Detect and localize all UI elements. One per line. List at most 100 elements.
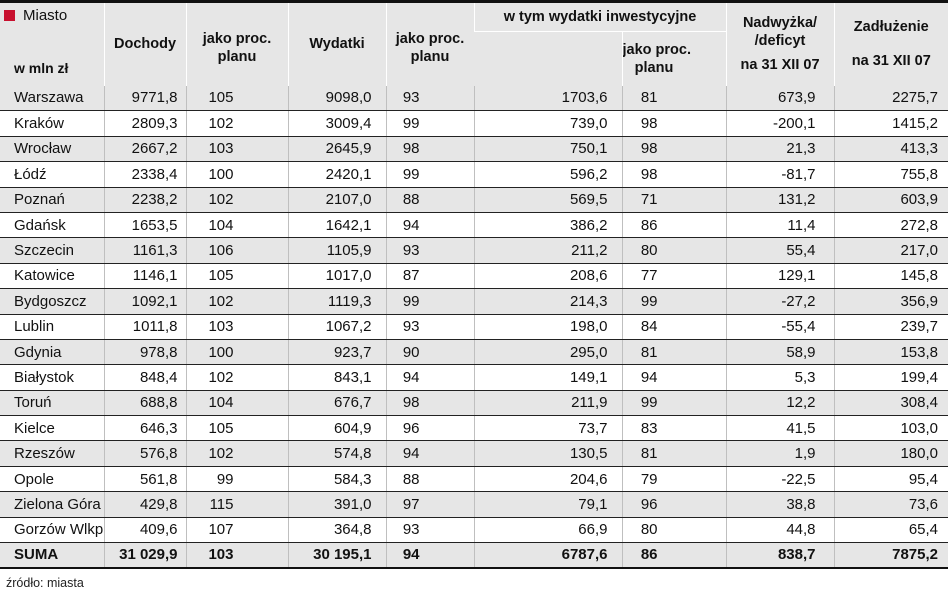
value-cell: 105 (185, 415, 288, 442)
city-cell: Poznań (0, 187, 104, 213)
value-cell: 55,4 (725, 237, 835, 264)
value-cell: 208,6 (473, 263, 622, 290)
value-cell: 673,9 (725, 85, 835, 112)
value-cell: 102 (185, 440, 288, 467)
value-cell: 98 (385, 136, 474, 163)
header-unit-label: w mln zł (14, 59, 69, 76)
value-cell: 149,1 (473, 364, 622, 391)
table-row: Białystok 848,4 102 843,1 94 149,1 94 5,3 199,4 (0, 364, 948, 391)
header-city-label: Miasto (23, 7, 68, 24)
value-cell: 103,0 (833, 415, 948, 442)
value-cell: 115 (185, 491, 288, 518)
value-cell: 80 (621, 517, 727, 544)
value-cell: 239,7 (833, 314, 948, 340)
value-cell: 356,9 (833, 288, 948, 315)
value-cell: 79 (621, 466, 727, 493)
city-cell: Toruń (0, 390, 104, 417)
value-cell: 81 (621, 85, 727, 112)
value-cell: -27,2 (725, 288, 835, 315)
value-cell: 5,3 (725, 364, 835, 391)
value-cell: 130,5 (473, 440, 622, 467)
value-cell: 9098,0 (287, 85, 386, 112)
value-cell: 104 (185, 390, 288, 417)
value-cell: 88 (385, 466, 474, 493)
value-cell: 9771,8 (103, 85, 186, 112)
table-row: Szczecin 1161,3 106 1105,9 93 211,2 80 55,4 217,… (0, 237, 948, 264)
table-row: Gdynia 978,8 100 923,7 90 295,0 81 58,9 153,8 (0, 339, 948, 366)
table-row: Lublin 1011,8 103 1067,2 93 198,0 84 -55,4 239,7 (0, 314, 948, 340)
table-row: Gdańsk 1653,5 104 1642,1 94 386,2 86 11,4 272,8 (0, 212, 948, 239)
value-cell: 95,4 (833, 466, 948, 493)
value-cell: 211,2 (473, 237, 622, 264)
value-cell: 71 (621, 187, 727, 213)
value-cell: 100 (185, 161, 288, 188)
value-cell: 391,0 (287, 491, 386, 518)
value-cell: 1092,1 (103, 288, 186, 315)
table-row: Bydgoszcz 1092,1 102 1119,3 99 214,3 99 -27,2 35… (0, 288, 948, 315)
value-cell: 98 (621, 136, 727, 163)
table-row: Kielce 646,3 105 604,9 96 73,7 83 41,5 103,0 (0, 415, 948, 442)
value-cell: 99 (621, 390, 727, 417)
value-cell: 98 (621, 110, 727, 137)
value-cell: 596,2 (473, 161, 622, 188)
value-cell: 199,4 (833, 364, 948, 391)
value-cell: 198,0 (473, 314, 622, 340)
value-cell: 66,9 (473, 517, 622, 544)
header-invest-group: w tym wydatki inwestycyjne (473, 0, 727, 32)
value-cell: 561,8 (103, 466, 186, 493)
value-cell: 211,9 (473, 390, 622, 417)
header-surplus: Nadwyżka/ /deficyt na 31 XII 07 (725, 0, 835, 86)
header-debt: Zadłużenie na 31 XII 07 (833, 0, 948, 86)
value-cell: -22,5 (725, 466, 835, 493)
value-cell: 1653,5 (103, 212, 186, 239)
value-cell: 180,0 (833, 440, 948, 467)
value-cell: 96 (621, 491, 727, 518)
value-cell: 73,6 (833, 491, 948, 518)
value-cell: 77 (621, 263, 727, 290)
value-cell: 838,7 (725, 542, 835, 569)
value-cell: 41,5 (725, 415, 835, 442)
value-cell: 11,4 (725, 212, 835, 239)
value-cell: 102 (185, 364, 288, 391)
city-cell: Katowice (0, 263, 104, 290)
table-row: Toruń 688,8 104 676,7 98 211,9 99 12,2 308,4 (0, 390, 948, 417)
value-cell: 81 (621, 440, 727, 467)
value-cell: 3009,4 (287, 110, 386, 137)
city-cell: Bydgoszcz (0, 288, 104, 315)
value-cell: 386,2 (473, 212, 622, 239)
city-cell: Kielce (0, 415, 104, 442)
value-cell: 843,1 (287, 364, 386, 391)
value-cell: 98 (385, 390, 474, 417)
table-row: Kraków 2809,3 102 3009,4 99 739,0 98 -200,1 1415… (0, 110, 948, 137)
city-cell: Wrocław (0, 136, 104, 163)
value-cell: 80 (621, 237, 727, 264)
value-cell: 413,3 (833, 136, 948, 163)
table-row: Wrocław 2667,2 103 2645,9 98 750,1 98 21,3 413,3 (0, 136, 948, 163)
table-row: Poznań 2238,2 102 2107,0 88 569,5 71 131,2 603,9 (0, 187, 948, 213)
value-cell: 12,2 (725, 390, 835, 417)
header-expenses-pct: jako proc. planu (385, 0, 474, 86)
value-cell: 2275,7 (833, 85, 948, 112)
value-cell: 94 (385, 542, 474, 569)
value-cell: 107 (185, 517, 288, 544)
value-cell: 1703,6 (473, 85, 622, 112)
value-cell: 93 (385, 85, 474, 112)
value-cell: 1,9 (725, 440, 835, 467)
table-body: Warszawa 9771,8 105 9098,0 93 1703,6 81 673,9 22… (0, 85, 948, 569)
value-cell: 646,3 (103, 415, 186, 442)
value-cell: 97 (385, 491, 474, 518)
value-cell: 90 (385, 339, 474, 366)
value-cell: 58,9 (725, 339, 835, 366)
city-cell: Gorzów Wlkp. (0, 517, 104, 544)
value-cell: 603,9 (833, 187, 948, 213)
value-cell: 102 (185, 187, 288, 213)
value-cell: 2107,0 (287, 187, 386, 213)
value-cell: 1017,0 (287, 263, 386, 290)
table-row: Łódź 2338,4 100 2420,1 99 596,2 98 -81,7 755,8 (0, 161, 948, 188)
value-cell: 1105,9 (287, 237, 386, 264)
value-cell: 308,4 (833, 390, 948, 417)
value-cell: 755,8 (833, 161, 948, 188)
value-cell: 94 (385, 364, 474, 391)
value-cell: 2338,4 (103, 161, 186, 188)
table-row: Gorzów Wlkp. 409,6 107 364,8 93 66,9 80 44,8 65,… (0, 517, 948, 544)
